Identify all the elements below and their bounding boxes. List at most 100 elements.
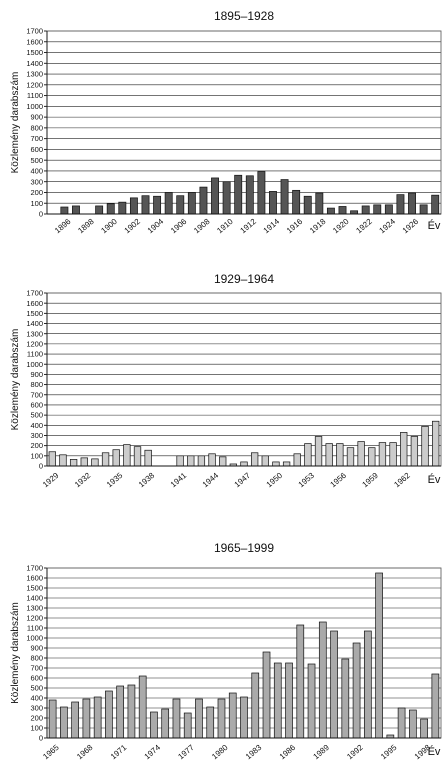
y-tick-label: 200 bbox=[30, 188, 43, 197]
y-tick-label: 300 bbox=[30, 177, 43, 186]
y-tick-label: 300 bbox=[30, 704, 43, 713]
bar-1922 bbox=[361, 205, 370, 215]
y-tick-label: 1000 bbox=[26, 360, 43, 369]
bar-1999 bbox=[431, 673, 440, 739]
x-tick-label: 1906 bbox=[169, 217, 189, 236]
y-tick-label: 600 bbox=[30, 401, 43, 410]
bar-1933 bbox=[91, 458, 99, 467]
y-tick-label: 1000 bbox=[26, 634, 43, 643]
bar-1964 bbox=[421, 425, 429, 467]
x-tick-label: 1918 bbox=[308, 217, 328, 236]
y-tick-label: 1700 bbox=[26, 27, 43, 36]
y-tick-label: 600 bbox=[30, 674, 43, 683]
x-tick-label: 1941 bbox=[169, 471, 189, 490]
bar-1968 bbox=[82, 698, 91, 739]
y-tick-label: 100 bbox=[30, 451, 43, 460]
bar-1924 bbox=[384, 204, 393, 215]
x-tick-label: 1974 bbox=[143, 743, 163, 762]
y-tick-label: 1300 bbox=[26, 329, 43, 338]
bar-1923 bbox=[373, 204, 382, 215]
bar-1961 bbox=[389, 442, 397, 467]
y-tick-label: 100 bbox=[30, 199, 43, 208]
bar-1905 bbox=[164, 192, 173, 215]
y-tick-label: 1300 bbox=[26, 70, 43, 79]
bar-1909 bbox=[211, 177, 219, 215]
x-tick-label: 1902 bbox=[123, 217, 143, 236]
bar-1970 bbox=[105, 690, 113, 739]
bar-1896 bbox=[60, 206, 69, 215]
bar-1941 bbox=[176, 455, 184, 467]
bar-1983 bbox=[251, 672, 260, 739]
bar-1928 bbox=[431, 194, 440, 215]
bar-1908 bbox=[199, 186, 208, 215]
x-tick-label: 1926 bbox=[401, 217, 421, 236]
bar-1917 bbox=[303, 195, 312, 215]
x-tick-label: 1929 bbox=[41, 471, 61, 490]
bar-1911 bbox=[234, 174, 243, 215]
y-tick-label: 800 bbox=[30, 380, 43, 389]
bar-1938 bbox=[144, 449, 152, 467]
y-tick-label: 1600 bbox=[26, 574, 43, 583]
x-tick-label: 1959 bbox=[360, 471, 380, 490]
bar-1943 bbox=[197, 455, 206, 467]
bar-1948 bbox=[250, 452, 259, 467]
bar-1952 bbox=[293, 453, 301, 467]
bar-1926 bbox=[408, 192, 416, 215]
bar-1998 bbox=[420, 718, 428, 739]
x-tick-label: 1904 bbox=[146, 217, 166, 236]
x-tick-label: 1910 bbox=[215, 217, 235, 236]
y-tick-label: 900 bbox=[30, 644, 43, 653]
y-tick-label: 1700 bbox=[26, 289, 43, 298]
x-tick-label: 1898 bbox=[76, 217, 96, 236]
bar-1901 bbox=[118, 201, 127, 215]
bar-1955 bbox=[325, 443, 333, 467]
x-tick-label: 1944 bbox=[201, 471, 221, 490]
bar-1927 bbox=[419, 204, 428, 215]
bar-1934 bbox=[101, 452, 110, 467]
bar-1978 bbox=[195, 698, 203, 739]
y-tick-label: 1200 bbox=[26, 339, 43, 348]
bar-1921 bbox=[350, 210, 359, 215]
y-tick-label: 1700 bbox=[26, 564, 43, 573]
bar-1947 bbox=[240, 461, 248, 467]
x-tick-label: 1924 bbox=[378, 217, 398, 236]
chart-panel-3: 1965–1999 0100200300400500600700800900100… bbox=[10, 541, 442, 762]
y-tick-label: 1600 bbox=[26, 37, 43, 46]
y-tick-label: 1600 bbox=[26, 299, 43, 308]
bar-1900 bbox=[106, 203, 115, 215]
x-tick-label: 1935 bbox=[105, 471, 125, 490]
bar-1913 bbox=[257, 171, 266, 215]
x-tick-label: 1908 bbox=[192, 217, 212, 236]
bar-1899 bbox=[95, 205, 104, 215]
y-tick-label: 800 bbox=[30, 123, 43, 132]
bar-1929 bbox=[48, 451, 56, 467]
x-tick-label: 1956 bbox=[329, 471, 349, 490]
bar-1954 bbox=[314, 436, 323, 467]
bar-1897 bbox=[72, 205, 80, 215]
bar-1980 bbox=[217, 698, 226, 739]
y-tick-label: 1200 bbox=[26, 614, 43, 623]
bar-1920 bbox=[338, 206, 347, 215]
x-tick-label: 1912 bbox=[238, 217, 258, 236]
bar-1977 bbox=[183, 712, 192, 739]
bar-1991 bbox=[341, 658, 350, 739]
y-tick-label: 1200 bbox=[26, 80, 43, 89]
plot-frame bbox=[46, 30, 442, 215]
bar-1969 bbox=[93, 696, 102, 739]
bar-1907 bbox=[187, 192, 196, 215]
y-tick-label: 700 bbox=[30, 390, 43, 399]
bar-1973 bbox=[138, 675, 147, 739]
y-tick-label: 0 bbox=[39, 734, 43, 743]
bar-1919 bbox=[326, 207, 335, 215]
x-tick-label: 1896 bbox=[53, 217, 73, 236]
y-tick-label: 400 bbox=[30, 167, 43, 176]
bar-undefined bbox=[432, 420, 440, 467]
x-axis-label: Év bbox=[428, 473, 441, 486]
bar-1956 bbox=[336, 443, 344, 467]
y-tick-label: 1400 bbox=[26, 594, 43, 603]
x-tick-label: 1983 bbox=[244, 743, 264, 762]
bar-1958 bbox=[357, 441, 365, 467]
bar-1982 bbox=[240, 696, 248, 739]
